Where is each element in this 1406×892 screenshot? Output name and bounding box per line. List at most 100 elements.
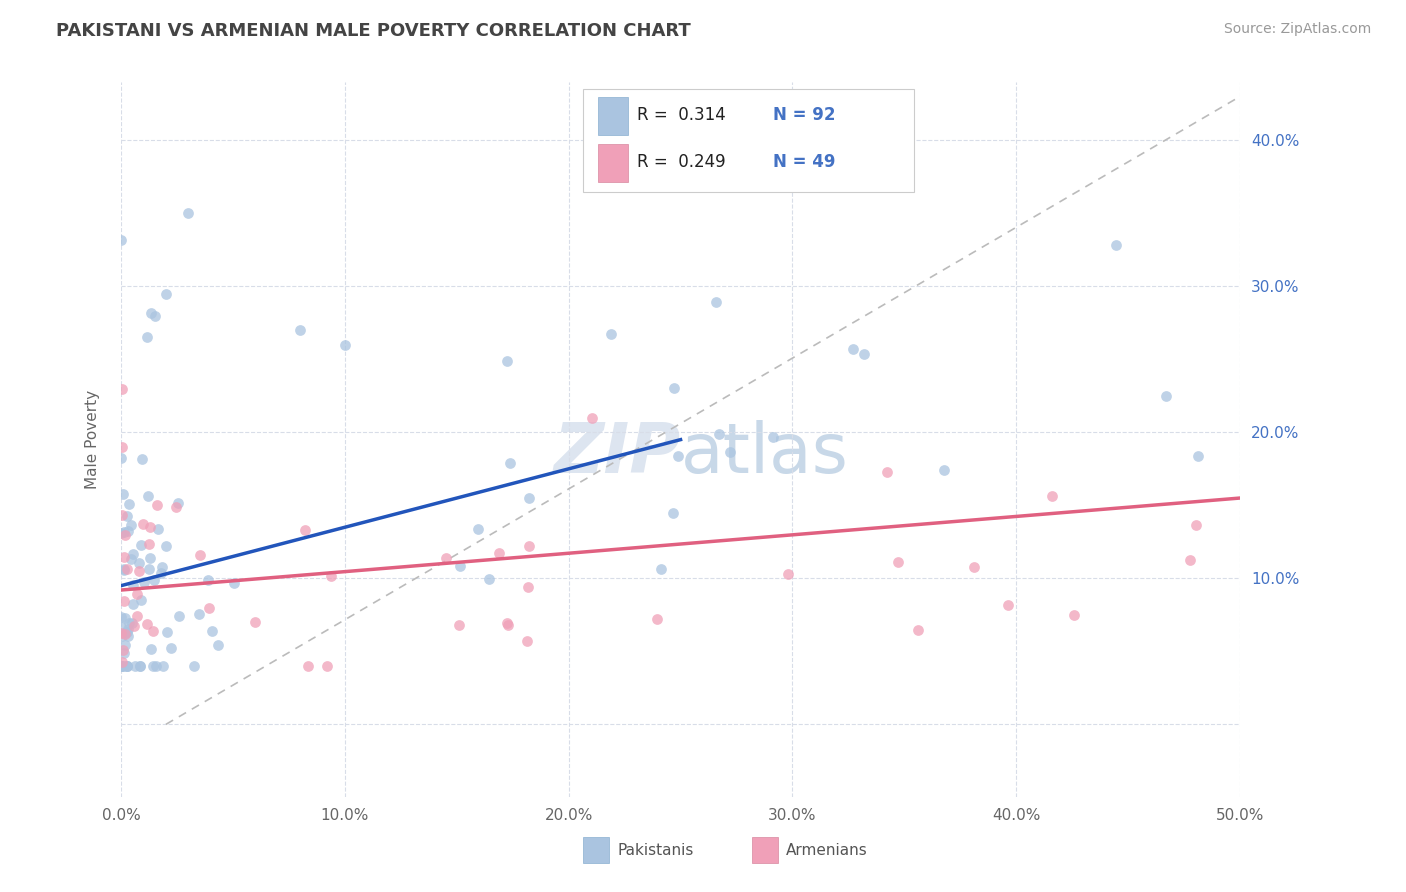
Point xyxy=(188,548,211,562)
Point xyxy=(110,440,132,454)
Point xyxy=(434,550,457,565)
Point xyxy=(1104,237,1126,252)
Text: N = 92: N = 92 xyxy=(773,106,835,124)
Point xyxy=(112,562,135,576)
Point xyxy=(201,624,224,638)
Point xyxy=(112,563,135,577)
Point xyxy=(1178,553,1201,567)
Point xyxy=(143,574,166,588)
Point xyxy=(188,607,211,622)
Point xyxy=(842,343,865,357)
Point xyxy=(131,592,153,607)
Point xyxy=(177,206,200,220)
Point xyxy=(499,456,522,470)
Point xyxy=(138,562,160,576)
Point xyxy=(112,642,135,657)
Point xyxy=(135,616,157,631)
Point xyxy=(120,518,142,533)
Point xyxy=(112,525,135,540)
Point xyxy=(117,622,139,636)
Point xyxy=(704,295,727,310)
Text: ZIP: ZIP xyxy=(554,420,681,487)
Point xyxy=(167,496,190,510)
Point xyxy=(207,638,229,652)
Point xyxy=(1040,489,1063,503)
Point xyxy=(135,330,157,344)
Point xyxy=(110,609,132,624)
Point xyxy=(110,620,132,634)
Point xyxy=(963,560,986,574)
Point xyxy=(853,347,876,361)
Point xyxy=(139,642,162,657)
Point xyxy=(124,659,146,673)
Point xyxy=(1187,449,1209,463)
Point xyxy=(128,556,150,570)
Point xyxy=(222,575,245,590)
Point xyxy=(165,500,187,514)
Point xyxy=(138,520,160,534)
Point xyxy=(132,516,155,531)
Point xyxy=(294,523,316,537)
Point xyxy=(1063,608,1085,623)
Point xyxy=(197,573,219,587)
Point xyxy=(167,609,190,624)
Point xyxy=(155,625,177,640)
Point xyxy=(315,659,337,673)
Point xyxy=(129,659,152,673)
Point xyxy=(907,623,929,637)
Point xyxy=(138,537,160,551)
Point xyxy=(645,612,668,626)
Point xyxy=(121,578,143,592)
Point xyxy=(876,465,898,479)
Point xyxy=(141,659,163,673)
Point xyxy=(114,639,136,653)
Point xyxy=(111,659,134,673)
Point xyxy=(496,353,519,368)
Point xyxy=(198,600,221,615)
Point xyxy=(152,560,174,574)
Point xyxy=(662,506,685,520)
Point xyxy=(129,538,152,552)
Point xyxy=(115,659,138,673)
Point xyxy=(122,597,145,611)
Point xyxy=(120,552,142,566)
Text: Pakistanis: Pakistanis xyxy=(617,843,693,857)
Point xyxy=(146,522,169,536)
Point xyxy=(117,659,139,673)
Point xyxy=(662,382,685,396)
Point xyxy=(111,508,134,523)
Point xyxy=(115,625,138,640)
Point xyxy=(110,659,132,673)
Point xyxy=(110,659,132,673)
Point xyxy=(762,430,785,444)
Point xyxy=(114,627,136,641)
Point xyxy=(159,641,181,656)
Point xyxy=(139,305,162,319)
Point xyxy=(117,615,139,630)
Text: Source: ZipAtlas.com: Source: ZipAtlas.com xyxy=(1223,22,1371,37)
Point xyxy=(478,572,501,586)
Point xyxy=(122,547,145,561)
Point xyxy=(115,659,138,673)
Point xyxy=(145,499,167,513)
Point xyxy=(117,524,139,539)
Point xyxy=(121,616,143,631)
Point xyxy=(112,594,135,608)
Point xyxy=(997,598,1019,612)
Point xyxy=(143,309,166,323)
Point xyxy=(118,497,141,511)
Point xyxy=(319,569,342,583)
Point xyxy=(127,609,149,624)
Point xyxy=(152,659,174,673)
Y-axis label: Male Poverty: Male Poverty xyxy=(86,390,100,489)
Point xyxy=(243,615,266,629)
Point xyxy=(496,618,519,632)
Point xyxy=(110,450,132,465)
Point xyxy=(111,629,134,643)
Text: PAKISTANI VS ARMENIAN MALE POVERTY CORRELATION CHART: PAKISTANI VS ARMENIAN MALE POVERTY CORRE… xyxy=(56,22,690,40)
Point xyxy=(110,625,132,640)
Point xyxy=(183,659,205,673)
Point xyxy=(112,486,135,500)
Point xyxy=(467,522,489,536)
Point xyxy=(139,551,162,566)
